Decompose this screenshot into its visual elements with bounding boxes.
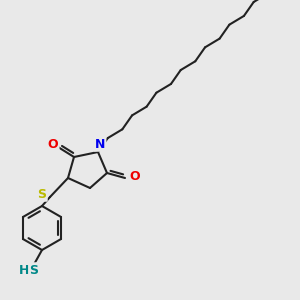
Text: O: O — [48, 137, 58, 151]
Text: S: S — [38, 188, 46, 200]
Text: O: O — [130, 170, 140, 184]
Text: H: H — [19, 263, 29, 277]
Text: N: N — [95, 137, 105, 151]
Text: S: S — [29, 263, 38, 277]
